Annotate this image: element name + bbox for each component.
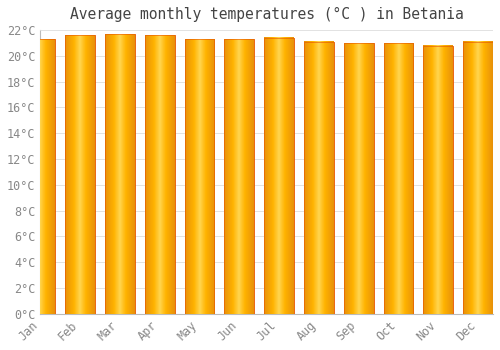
Bar [463, 42, 493, 314]
Bar [264, 38, 294, 314]
Bar [26, 39, 55, 314]
Bar [463, 42, 493, 314]
Bar [65, 35, 95, 314]
Bar [384, 43, 414, 314]
Bar [344, 43, 374, 314]
Bar [224, 39, 254, 314]
Bar [304, 42, 334, 314]
Bar [424, 46, 454, 314]
Bar [65, 35, 95, 314]
Title: Average monthly temperatures (°C ) in Betania: Average monthly temperatures (°C ) in Be… [70, 7, 464, 22]
Bar [264, 38, 294, 314]
Bar [145, 35, 174, 314]
Bar [26, 39, 55, 314]
Bar [224, 39, 254, 314]
Bar [304, 42, 334, 314]
Bar [424, 46, 454, 314]
Bar [184, 39, 214, 314]
Bar [105, 34, 135, 314]
Bar [184, 39, 214, 314]
Bar [105, 34, 135, 314]
Bar [384, 43, 414, 314]
Bar [344, 43, 374, 314]
Bar [145, 35, 174, 314]
